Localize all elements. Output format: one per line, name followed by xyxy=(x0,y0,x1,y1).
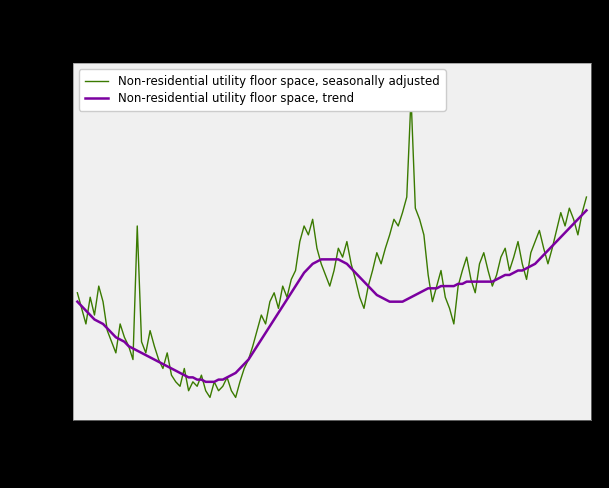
Non-residential utility floor space, trend xyxy=(74,299,81,305)
Non-residential utility floor space, seasonally adjusted xyxy=(361,305,368,311)
Non-residential utility floor space, seasonally adjusted xyxy=(484,267,491,273)
Non-residential utility floor space, seasonally adjusted xyxy=(206,394,214,400)
Non-residential utility floor space, trend xyxy=(202,379,209,385)
Non-residential utility floor space, trend xyxy=(361,279,368,285)
Non-residential utility floor space, seasonally adjusted xyxy=(433,283,440,289)
Line: Non-residential utility floor space, trend: Non-residential utility floor space, tre… xyxy=(77,210,586,382)
Non-residential utility floor space, seasonally adjusted xyxy=(74,290,81,296)
Non-residential utility floor space, seasonally adjusted xyxy=(407,94,415,100)
Non-residential utility floor space, seasonally adjusted xyxy=(574,232,582,238)
Line: Non-residential utility floor space, seasonally adjusted: Non-residential utility floor space, sea… xyxy=(77,97,586,397)
Non-residential utility floor space, trend xyxy=(583,207,590,213)
Non-residential utility floor space, seasonally adjusted xyxy=(215,388,222,394)
Non-residential utility floor space, trend xyxy=(570,221,577,226)
Non-residential utility floor space, trend xyxy=(429,285,436,291)
Non-residential utility floor space, seasonally adjusted xyxy=(583,194,590,200)
Non-residential utility floor space, seasonally adjusted xyxy=(181,366,188,371)
Legend: Non-residential utility floor space, seasonally adjusted, Non-residential utilit: Non-residential utility floor space, sea… xyxy=(79,69,446,111)
Non-residential utility floor space, trend xyxy=(215,377,222,383)
Non-residential utility floor space, trend xyxy=(480,279,487,285)
Non-residential utility floor space, trend xyxy=(181,372,188,378)
